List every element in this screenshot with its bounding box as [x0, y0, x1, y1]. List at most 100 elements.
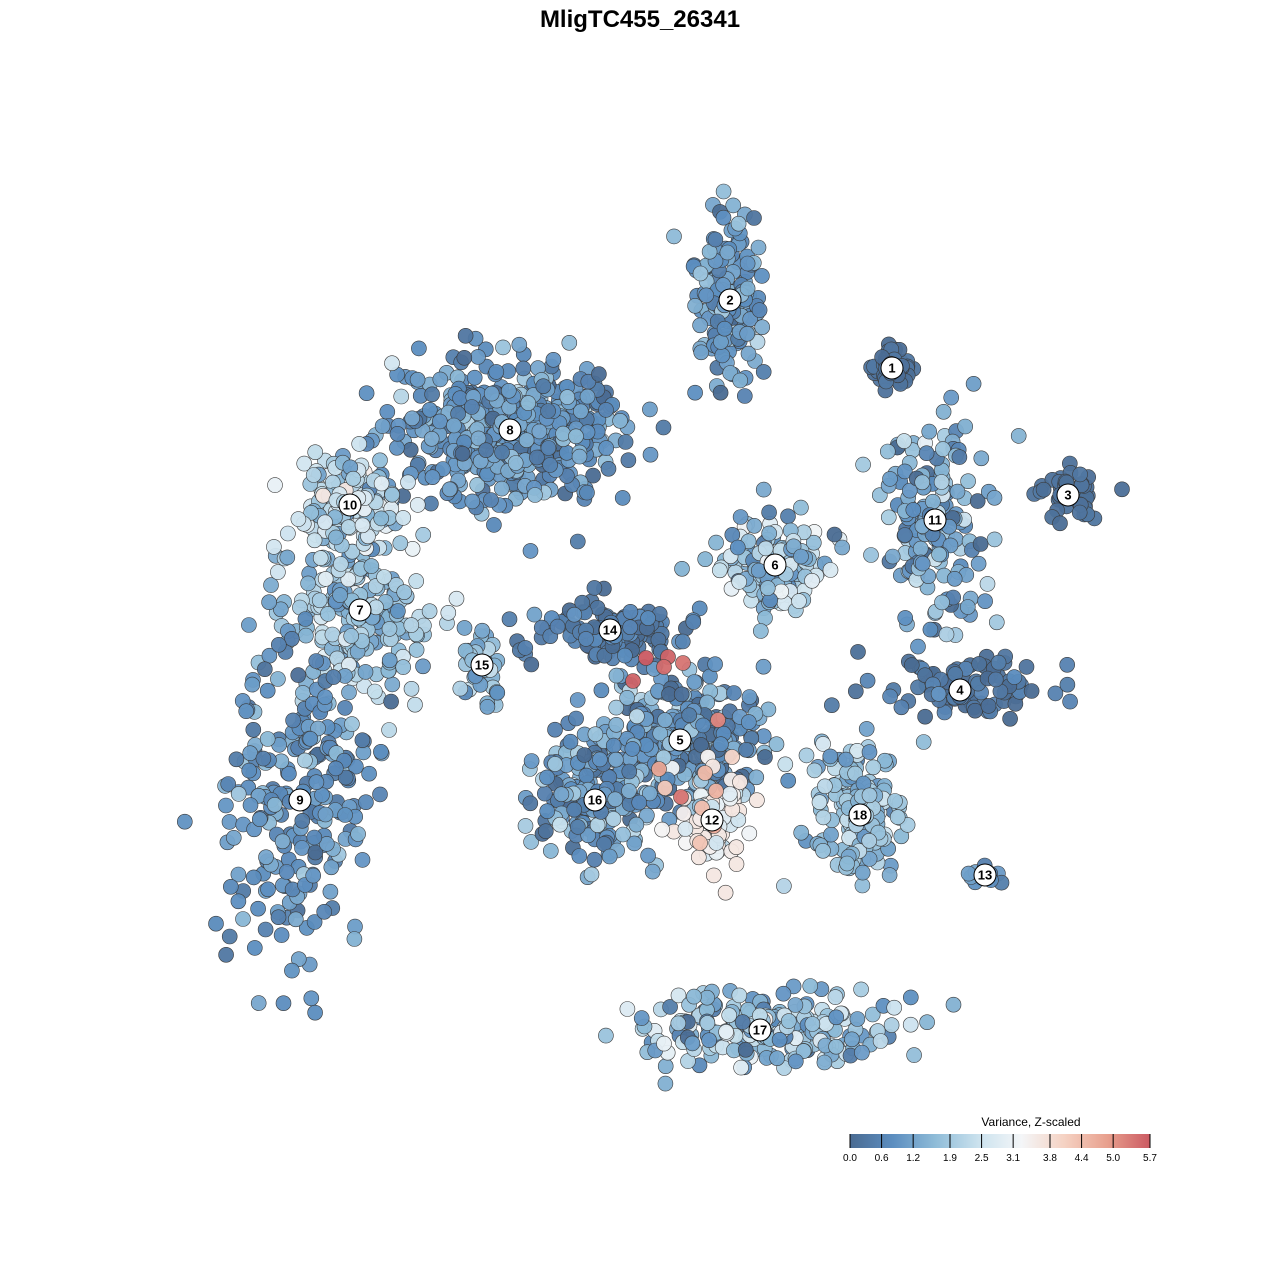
data-point [489, 684, 506, 701]
cluster-label-text: 18 [853, 808, 867, 823]
data-point [470, 430, 487, 447]
data-point [728, 856, 745, 872]
data-point [542, 843, 559, 859]
data-point [284, 962, 300, 979]
data-point [452, 680, 469, 697]
data-point [776, 878, 792, 894]
chart-title: MligTC455_26341 [540, 6, 740, 33]
data-point [761, 504, 777, 521]
data-point [608, 667, 625, 684]
data-point [523, 753, 540, 769]
data-point [884, 548, 901, 565]
cluster-label-8: 8 [498, 418, 522, 442]
data-point [395, 659, 412, 675]
data-point [622, 603, 639, 620]
data-point [804, 572, 820, 589]
data-point [547, 721, 563, 738]
data-point [520, 395, 537, 411]
data-point [500, 382, 517, 399]
data-point [250, 995, 267, 1011]
data-point [670, 987, 687, 1004]
data-point [578, 631, 594, 647]
data-point [466, 369, 483, 386]
data-point [350, 826, 366, 842]
data-point [699, 989, 715, 1006]
data-point [1052, 515, 1068, 532]
cluster-label-text: 2 [726, 293, 733, 308]
data-point [697, 765, 713, 781]
data-point [273, 927, 290, 943]
data-point [687, 384, 703, 401]
data-point [571, 848, 588, 864]
data-point [351, 436, 368, 452]
cluster-label-badge [948, 678, 972, 702]
data-point [642, 401, 658, 418]
data-point [515, 360, 532, 377]
data-point [568, 428, 584, 445]
data-point [777, 756, 794, 773]
cluster-label-text: 14 [603, 623, 618, 638]
data-point [971, 656, 987, 672]
data-point [283, 630, 300, 647]
data-point [822, 748, 839, 765]
data-point [260, 881, 276, 898]
colorbar-title: Variance, Z-scaled [981, 1115, 1080, 1129]
data-point [746, 210, 762, 226]
data-point [949, 483, 966, 500]
data-point [614, 490, 631, 506]
data-point [693, 737, 709, 753]
data-point [915, 734, 932, 750]
data-point [847, 683, 864, 700]
data-point [631, 794, 648, 811]
cluster-label-18: 18 [848, 803, 872, 827]
cluster-label-badge [583, 788, 607, 812]
data-point [746, 517, 763, 534]
data-point [328, 529, 344, 546]
data-point [737, 1042, 754, 1058]
data-point [850, 644, 866, 660]
data-point [1059, 676, 1076, 693]
data-point [317, 806, 334, 823]
data-point [600, 460, 617, 477]
data-point [409, 497, 426, 513]
data-point [568, 710, 584, 727]
data-point [297, 611, 314, 627]
colorbar-ticks: 0.0 0.6 1.2 1.9 2.5 3.1 3.8 4.4 5.0 5.7 [843, 1134, 1157, 1164]
data-point [883, 1017, 900, 1033]
cluster-label-badge [880, 356, 904, 380]
data-point [278, 864, 295, 880]
data-point [815, 809, 832, 826]
data-point [522, 795, 539, 812]
data-point [241, 617, 257, 633]
data-point [228, 751, 245, 768]
data-point [693, 344, 710, 361]
data-point [654, 821, 670, 838]
data-point [621, 763, 638, 780]
data-point [692, 317, 708, 334]
data-point [740, 714, 757, 730]
data-point [589, 817, 606, 833]
data-point [823, 697, 840, 714]
data-point [244, 676, 261, 693]
data-point [749, 792, 765, 809]
data-point [501, 611, 518, 628]
cluster-label-2: 2 [718, 288, 742, 312]
cluster-label-text: 13 [978, 868, 992, 883]
cluster-label-badge [668, 728, 692, 752]
data-point [1047, 685, 1064, 702]
data-point [980, 698, 997, 714]
data-point [526, 606, 543, 623]
data-point [601, 848, 618, 865]
data-point [902, 1016, 919, 1033]
data-point [642, 446, 659, 463]
data-point [523, 834, 539, 850]
data-point [267, 477, 283, 493]
data-point [914, 474, 931, 491]
data-point [303, 990, 320, 1007]
cluster-label-17: 17 [748, 1018, 772, 1042]
cluster-label-badge [763, 553, 787, 577]
cluster-label-5: 5 [668, 728, 692, 752]
data-point [440, 604, 457, 621]
data-point [633, 1010, 650, 1026]
